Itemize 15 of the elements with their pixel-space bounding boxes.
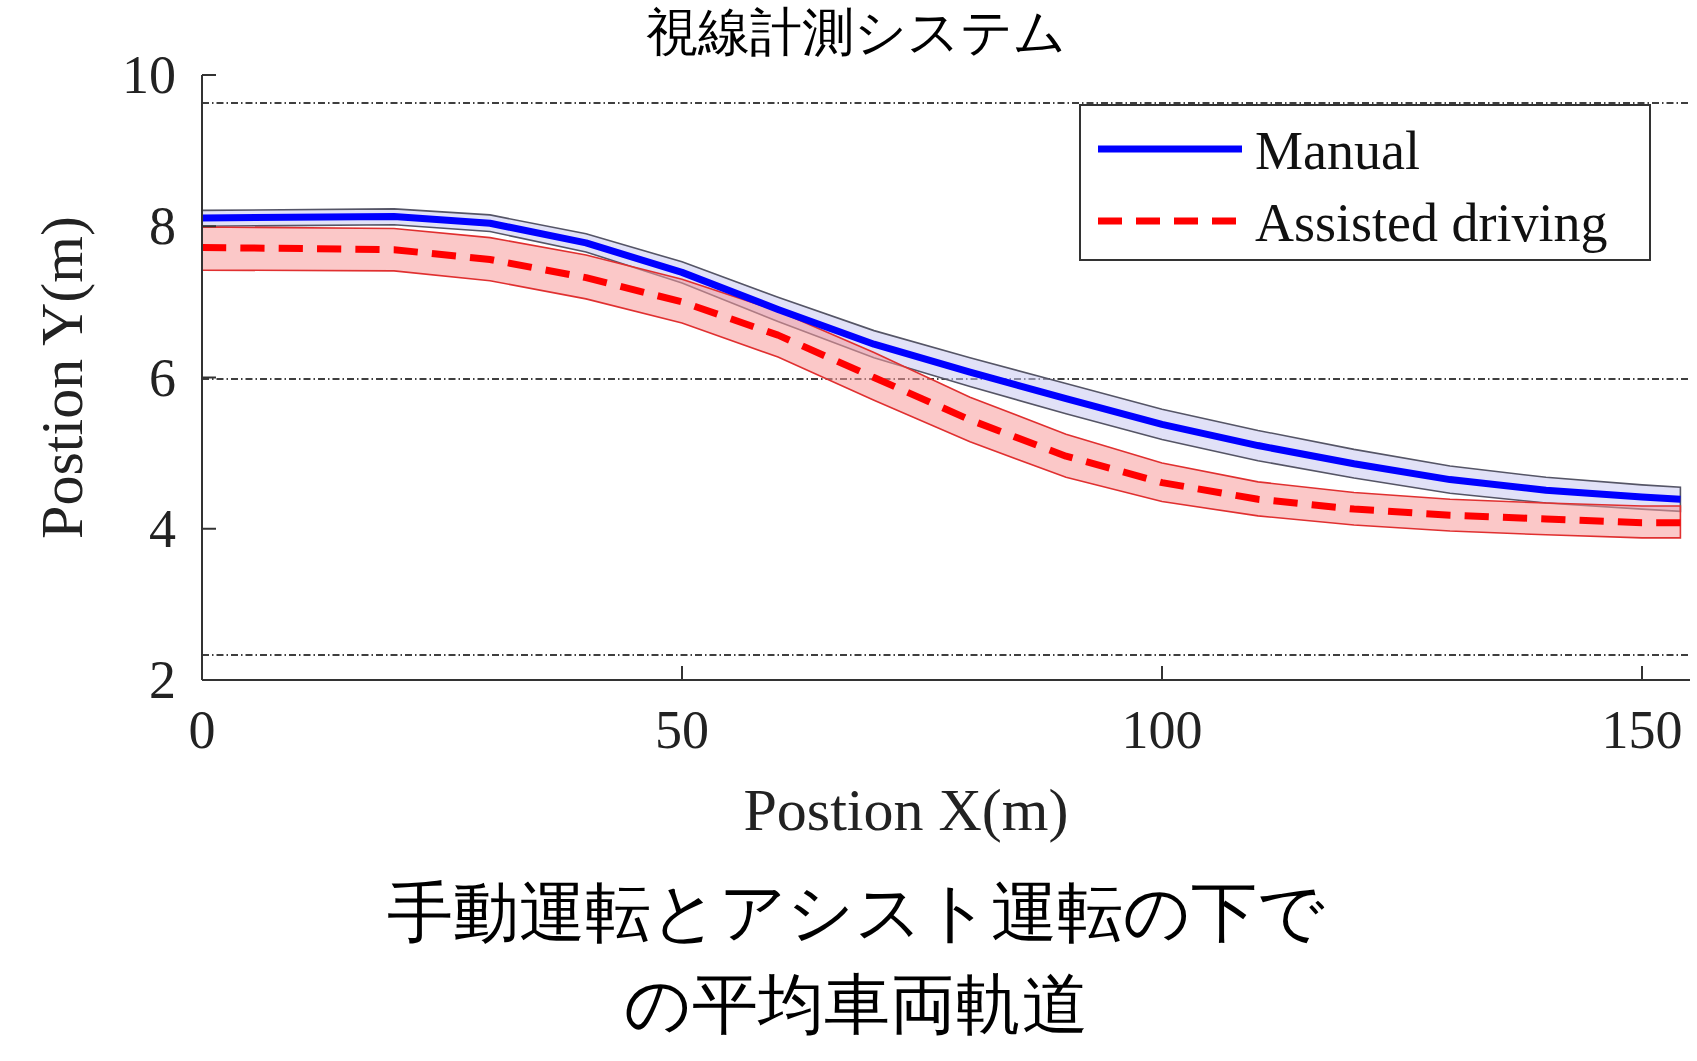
legend-label: Assisted driving [1255, 193, 1608, 253]
chart-title: 視線計測システム [646, 3, 1066, 61]
y-tick-label: 4 [149, 498, 176, 559]
legend-label: Manual [1255, 121, 1420, 181]
x-tick-label: 50 [655, 700, 709, 760]
text: 手動運転とアシスト運転の下での平均車両軌道 [387, 875, 1325, 1041]
y-tick-label: 10 [122, 45, 176, 105]
x-tick-label: 150 [1601, 700, 1683, 760]
x-tick-label: 100 [1121, 700, 1203, 760]
x-tick-label: 0 [188, 700, 216, 760]
y-tick-label: 2 [149, 650, 176, 710]
x-axis-title: Postion X(m) [743, 777, 1069, 843]
y-axis-title: Postion Y(m) [29, 216, 95, 539]
y-tick-label: 6 [149, 347, 176, 408]
y-tick-label: 8 [149, 196, 176, 257]
